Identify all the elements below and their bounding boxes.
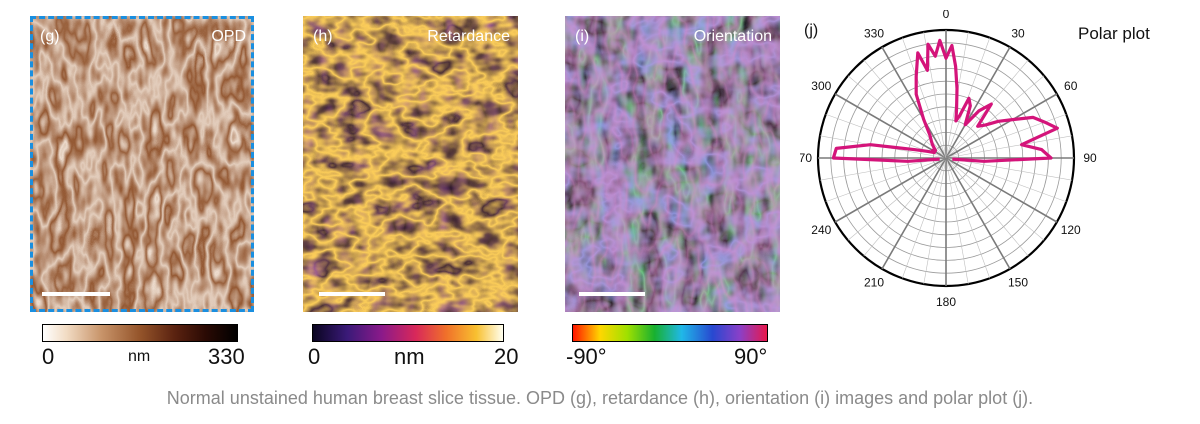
retardance-colorbar-unit: nm (394, 344, 425, 369)
opd-image (30, 16, 254, 312)
polar-minor-spoke (901, 37, 947, 159)
scale-bar-h (319, 292, 385, 296)
polar-angle-label: 120 (1061, 223, 1081, 237)
polar-major-spoke (945, 157, 1058, 223)
polar-angle-label: 150 (1008, 276, 1028, 290)
opd-colorbar-max: 330 (208, 344, 245, 369)
polar-angle-label: 90 (1083, 151, 1097, 165)
polar-major-spoke (945, 157, 1011, 270)
panel-title-retardance: Retardance (427, 28, 510, 45)
polar-minor-spoke (847, 157, 947, 241)
opd-colorbar-ticks: 0 nm 330 (42, 344, 252, 370)
orientation-colorbar-max: 90° (734, 344, 768, 369)
polar-minor-spoke (923, 157, 947, 285)
polar-angle-label: 60 (1064, 79, 1078, 93)
polar-minor-spoke (945, 135, 1073, 159)
retardance-colorbar-min: 0 (308, 344, 321, 369)
polar-major-spoke (881, 46, 947, 159)
opd-colorbar-min: 0 (42, 344, 55, 369)
retardance-colorbar (312, 324, 504, 342)
polar-minor-spoke (945, 157, 1067, 203)
polar-angle-label: 180 (936, 295, 956, 309)
orientation-colorbar (572, 324, 768, 342)
scale-bar-g (42, 292, 110, 296)
retardance-colorbar-max: 20 (494, 344, 519, 369)
retardance-colorbar-ticks: 0 nm 20 (308, 344, 518, 370)
polar-angle-label: 30 (1011, 26, 1025, 40)
polar-major-spoke (881, 157, 947, 270)
polar-angle-label: 270 (800, 151, 812, 165)
orientation-image (565, 16, 780, 312)
polar-minor-spoke (901, 157, 947, 279)
retardance-image (303, 16, 518, 312)
orientation-colorbar-min: -90° (566, 344, 607, 369)
panel-label-g: (g) (40, 28, 60, 45)
polar-angle-label: 240 (811, 223, 831, 237)
opd-colorbar-unit: nm (128, 348, 151, 365)
polar-minor-spoke (945, 157, 1029, 257)
polar-angle-label: 300 (811, 79, 831, 93)
polar-plot-panel: 0 30 60 90 120 150 180 210 240 270 300 330 (j) Pola… (800, 10, 1190, 310)
retardance-image-panel: (h) Retardance (303, 16, 518, 312)
polar-angle-label: 210 (864, 276, 884, 290)
orientation-colorbar-ticks: -90° 90° (566, 344, 780, 370)
polar-minor-spoke (945, 157, 969, 285)
panel-title-orientation: Orientation (693, 28, 772, 45)
panel-title-opd: OPD (211, 28, 246, 45)
polar-major-spoke (945, 46, 1011, 159)
polar-minor-spoke (945, 75, 1045, 159)
figure-caption: Normal unstained human breast slice tiss… (166, 388, 1034, 408)
polar-plot-title: Polar plot (1078, 24, 1150, 43)
opd-image-panel: (g) OPD (30, 16, 254, 312)
opd-colorbar (42, 324, 238, 342)
polar-major-spoke (945, 93, 1058, 159)
polar-minor-spoke (847, 75, 947, 159)
polar-major-spoke (834, 93, 947, 159)
polar-plot: 0 30 60 90 120 150 180 210 240 270 300 330 (800, 10, 1097, 309)
polar-minor-spoke (863, 157, 947, 257)
polar-angle-label: 0 (943, 10, 950, 21)
polar-major-spoke (834, 157, 947, 223)
orientation-image-panel: (i) Orientation (565, 16, 780, 312)
panel-label-j: (j) (804, 22, 819, 39)
polar-minor-spoke (945, 157, 1045, 241)
polar-angle-label: 330 (864, 26, 884, 40)
polar-data-line (831, 38, 1059, 163)
panel-label-h: (h) (313, 28, 333, 45)
scale-bar-i (579, 292, 645, 296)
polar-minor-spoke (945, 157, 991, 279)
polar-minor-spoke (825, 157, 947, 203)
panel-label-i: (i) (575, 28, 590, 45)
